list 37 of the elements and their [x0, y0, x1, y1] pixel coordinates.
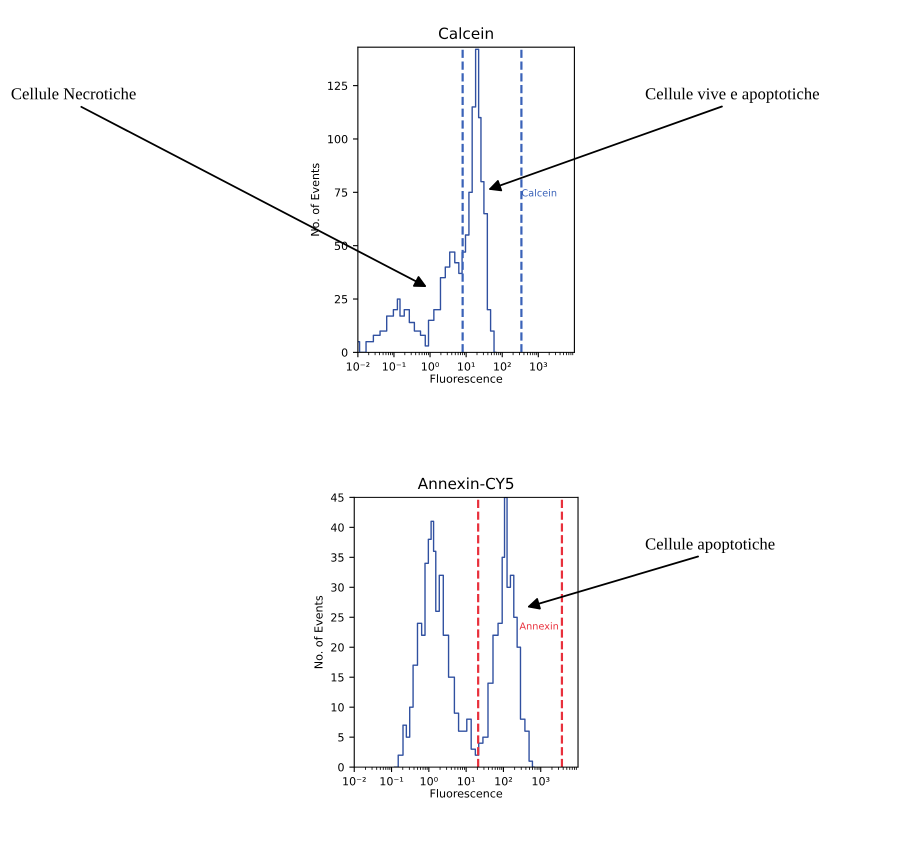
- x-axis-title: Fluorescence: [430, 788, 502, 798]
- y-tick-label: 15: [332, 673, 344, 682]
- y-tick-label: 5: [338, 733, 344, 742]
- x-tick-label: 10⁰: [420, 777, 438, 786]
- y-tick-label: 10: [332, 703, 344, 712]
- x-tick-label: 10³: [530, 362, 548, 371]
- x-tick-label: 10³: [532, 777, 550, 786]
- y-tick-label: 75: [334, 188, 348, 197]
- x-tick-label: 10⁻²: [346, 362, 370, 371]
- y-tick-label: 25: [331, 613, 344, 622]
- ref-line-label: Calcein: [522, 188, 556, 197]
- text: Cellule Necrotiche: [12, 88, 136, 100]
- x-tick-label: 10¹: [458, 777, 475, 786]
- text: Cellule apoptotiche: [646, 538, 775, 553]
- ref-line-label: Annexin: [520, 622, 558, 630]
- chart-title: Calcein: [438, 27, 493, 40]
- y-tick-label: 20: [331, 643, 344, 652]
- x-tick-label: 10¹: [458, 362, 475, 371]
- y-tick-label: 30: [331, 583, 344, 592]
- x-tick-label: 10⁻¹: [382, 362, 406, 371]
- y-axis-title: No. of Events: [314, 596, 323, 668]
- y-tick-label: 100: [328, 134, 348, 144]
- x-tick-label: 10⁰: [422, 362, 439, 371]
- chart-title: Annexin-CY5: [418, 477, 514, 490]
- x-tick-label: 10²: [495, 777, 512, 786]
- y-tick-label: 0: [342, 348, 348, 357]
- x-tick-label: 10⁻²: [343, 777, 366, 786]
- y-tick-label: 0: [338, 763, 344, 772]
- x-axis-title: Fluorescence: [430, 374, 502, 383]
- y-tick-label: 125: [328, 82, 348, 90]
- y-tick-label: 40: [330, 523, 344, 532]
- x-tick-label: 10⁻¹: [380, 777, 404, 786]
- x-tick-label: 10²: [494, 362, 511, 371]
- y-tick-label: 45: [330, 493, 344, 502]
- text: Cellule vive e apoptotiche: [646, 88, 819, 103]
- y-tick-label: 35: [331, 553, 344, 562]
- y-tick-label: 25: [334, 295, 348, 304]
